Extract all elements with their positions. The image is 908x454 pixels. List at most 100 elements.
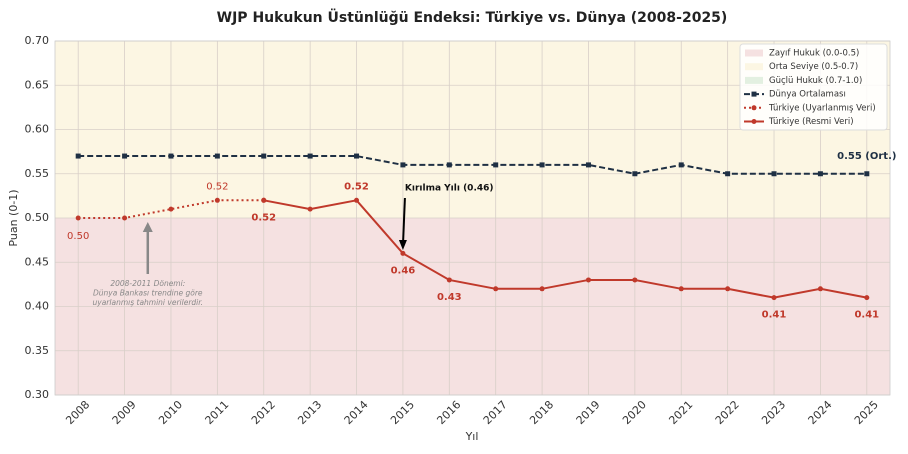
data-label: 0.52 [206, 181, 228, 192]
annotation: 2008-2011 Dönemi: [110, 279, 185, 288]
marker [864, 171, 870, 177]
x-tick-label: 2010 [156, 398, 185, 427]
y-tick-label: 0.65 [25, 78, 50, 91]
data-label: 0.52 [251, 212, 276, 223]
x-tick-label: 2022 [713, 398, 742, 427]
marker [585, 277, 591, 283]
annotation-arrowhead [398, 240, 407, 250]
marker [122, 215, 128, 221]
legend-marker [751, 105, 757, 111]
marker [168, 153, 174, 159]
y-axis-label: Puan (0-1) [7, 189, 20, 246]
series-line [263, 199, 867, 299]
series-line [78, 199, 264, 219]
data-label: 0.55 (Ort.) [837, 151, 896, 162]
y-tick-label: 0.50 [25, 211, 50, 224]
x-tick-label: 2008 [63, 398, 92, 427]
x-tick-label: 2012 [249, 398, 278, 427]
legend-swatch [745, 49, 763, 57]
y-tick-label: 0.60 [25, 123, 50, 136]
legend-marker [751, 119, 757, 124]
x-tick-label: 2018 [527, 398, 556, 427]
marker [214, 153, 220, 159]
x-tick-label: 2021 [666, 398, 695, 427]
marker [539, 162, 545, 168]
annotation-arrowhead [142, 222, 153, 232]
x-tick-label: 2013 [295, 398, 324, 427]
marker [400, 162, 406, 168]
marker [261, 197, 267, 203]
annotation: Dünya Bankası trendine göre [93, 289, 203, 298]
marker [725, 171, 731, 177]
data-label: 0.50 [67, 231, 89, 242]
marker [771, 171, 777, 177]
x-tick-label: 2014 [342, 398, 371, 427]
marker [632, 171, 638, 177]
legend-box [739, 43, 888, 131]
x-tick-label: 2015 [388, 398, 417, 427]
marker [678, 286, 684, 292]
marker [678, 162, 684, 168]
y-tick-label: 0.30 [25, 388, 50, 401]
marker [307, 153, 313, 159]
marker [75, 215, 81, 221]
y-tick-label: 0.40 [25, 300, 50, 313]
legend-label: Güçlü Hukuk (0.7-1.0) [769, 76, 862, 86]
marker [400, 250, 406, 256]
legend-label: Zayıf Hukuk (0.0-0.5) [769, 49, 859, 59]
legend-swatch [745, 63, 763, 71]
legend-label: Türkiye (Uyarlanmış Veri) [768, 103, 876, 113]
marker [261, 153, 267, 159]
data-label: 0.41 [762, 310, 787, 321]
chart-title: WJP Hukukun Üstünlüğü Endeksi: Türkiye v… [217, 8, 728, 26]
marker [307, 206, 313, 212]
data-label: 0.43 [437, 292, 462, 303]
y-tick-label: 0.45 [25, 255, 50, 268]
marker [817, 171, 823, 177]
annotation: uyarlanmış tahmini verilerdir. [93, 298, 204, 307]
x-tick-label: 2016 [434, 398, 463, 427]
legend-marker [751, 91, 757, 97]
marker [817, 286, 823, 292]
x-tick-label: 2020 [620, 398, 649, 427]
x-tick-label: 2017 [481, 398, 510, 427]
y-tick-label: 0.35 [25, 344, 50, 357]
marker [771, 295, 777, 301]
x-tick-label: 2025 [852, 398, 881, 427]
x-tick-label: 2019 [574, 398, 603, 427]
annotation-arrow [401, 197, 406, 247]
marker [168, 206, 174, 212]
data-label: 0.46 [391, 265, 416, 276]
marker [864, 295, 870, 301]
x-tick-label: 2009 [110, 398, 139, 427]
series-line [78, 155, 867, 175]
marker [122, 153, 128, 159]
x-tick-label: 2011 [203, 398, 232, 427]
x-axis-label: Yıl [465, 430, 479, 443]
marker [493, 286, 499, 292]
legend-label: Türkiye (Resmi Veri) [768, 117, 854, 127]
marker [354, 153, 360, 159]
data-label: 0.52 [344, 181, 369, 192]
legend-label: Orta Seviye (0.5-0.7) [769, 62, 858, 72]
x-tick-label: 2023 [759, 398, 788, 427]
marker [446, 162, 452, 168]
y-tick-label: 0.55 [25, 167, 50, 180]
marker [632, 277, 638, 283]
legend-swatch [745, 76, 763, 84]
marker [446, 277, 452, 283]
data-label: 0.41 [854, 310, 879, 321]
marker [725, 286, 731, 292]
legend-label: Dünya Ortalaması [769, 90, 846, 100]
marker [585, 162, 591, 168]
marker [539, 286, 545, 292]
marker [493, 162, 499, 168]
x-tick-label: 2024 [806, 398, 835, 427]
y-tick-label: 0.70 [25, 34, 50, 47]
plot-frame [54, 40, 891, 396]
marker [214, 197, 220, 203]
marker [354, 197, 360, 203]
marker [75, 153, 81, 159]
legend: Zayıf Hukuk (0.0-0.5) Orta Seviye (0.5-0.… [739, 43, 888, 131]
